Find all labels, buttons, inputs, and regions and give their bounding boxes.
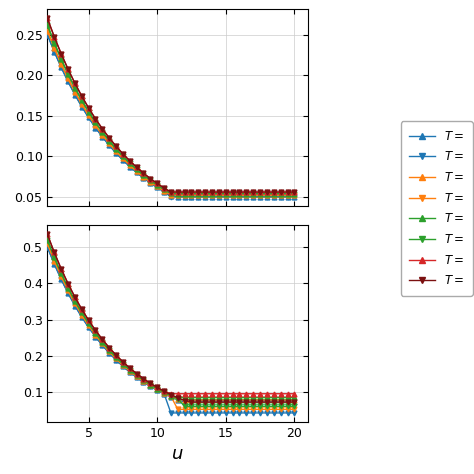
- Legend: $T = $, $T = $, $T = $, $T = $, $T = $, $T = $, $T = $, $T = $: $T = $, $T = $, $T = $, $T = $, $T = $, …: [401, 121, 473, 296]
- X-axis label: $u$: $u$: [172, 445, 184, 463]
